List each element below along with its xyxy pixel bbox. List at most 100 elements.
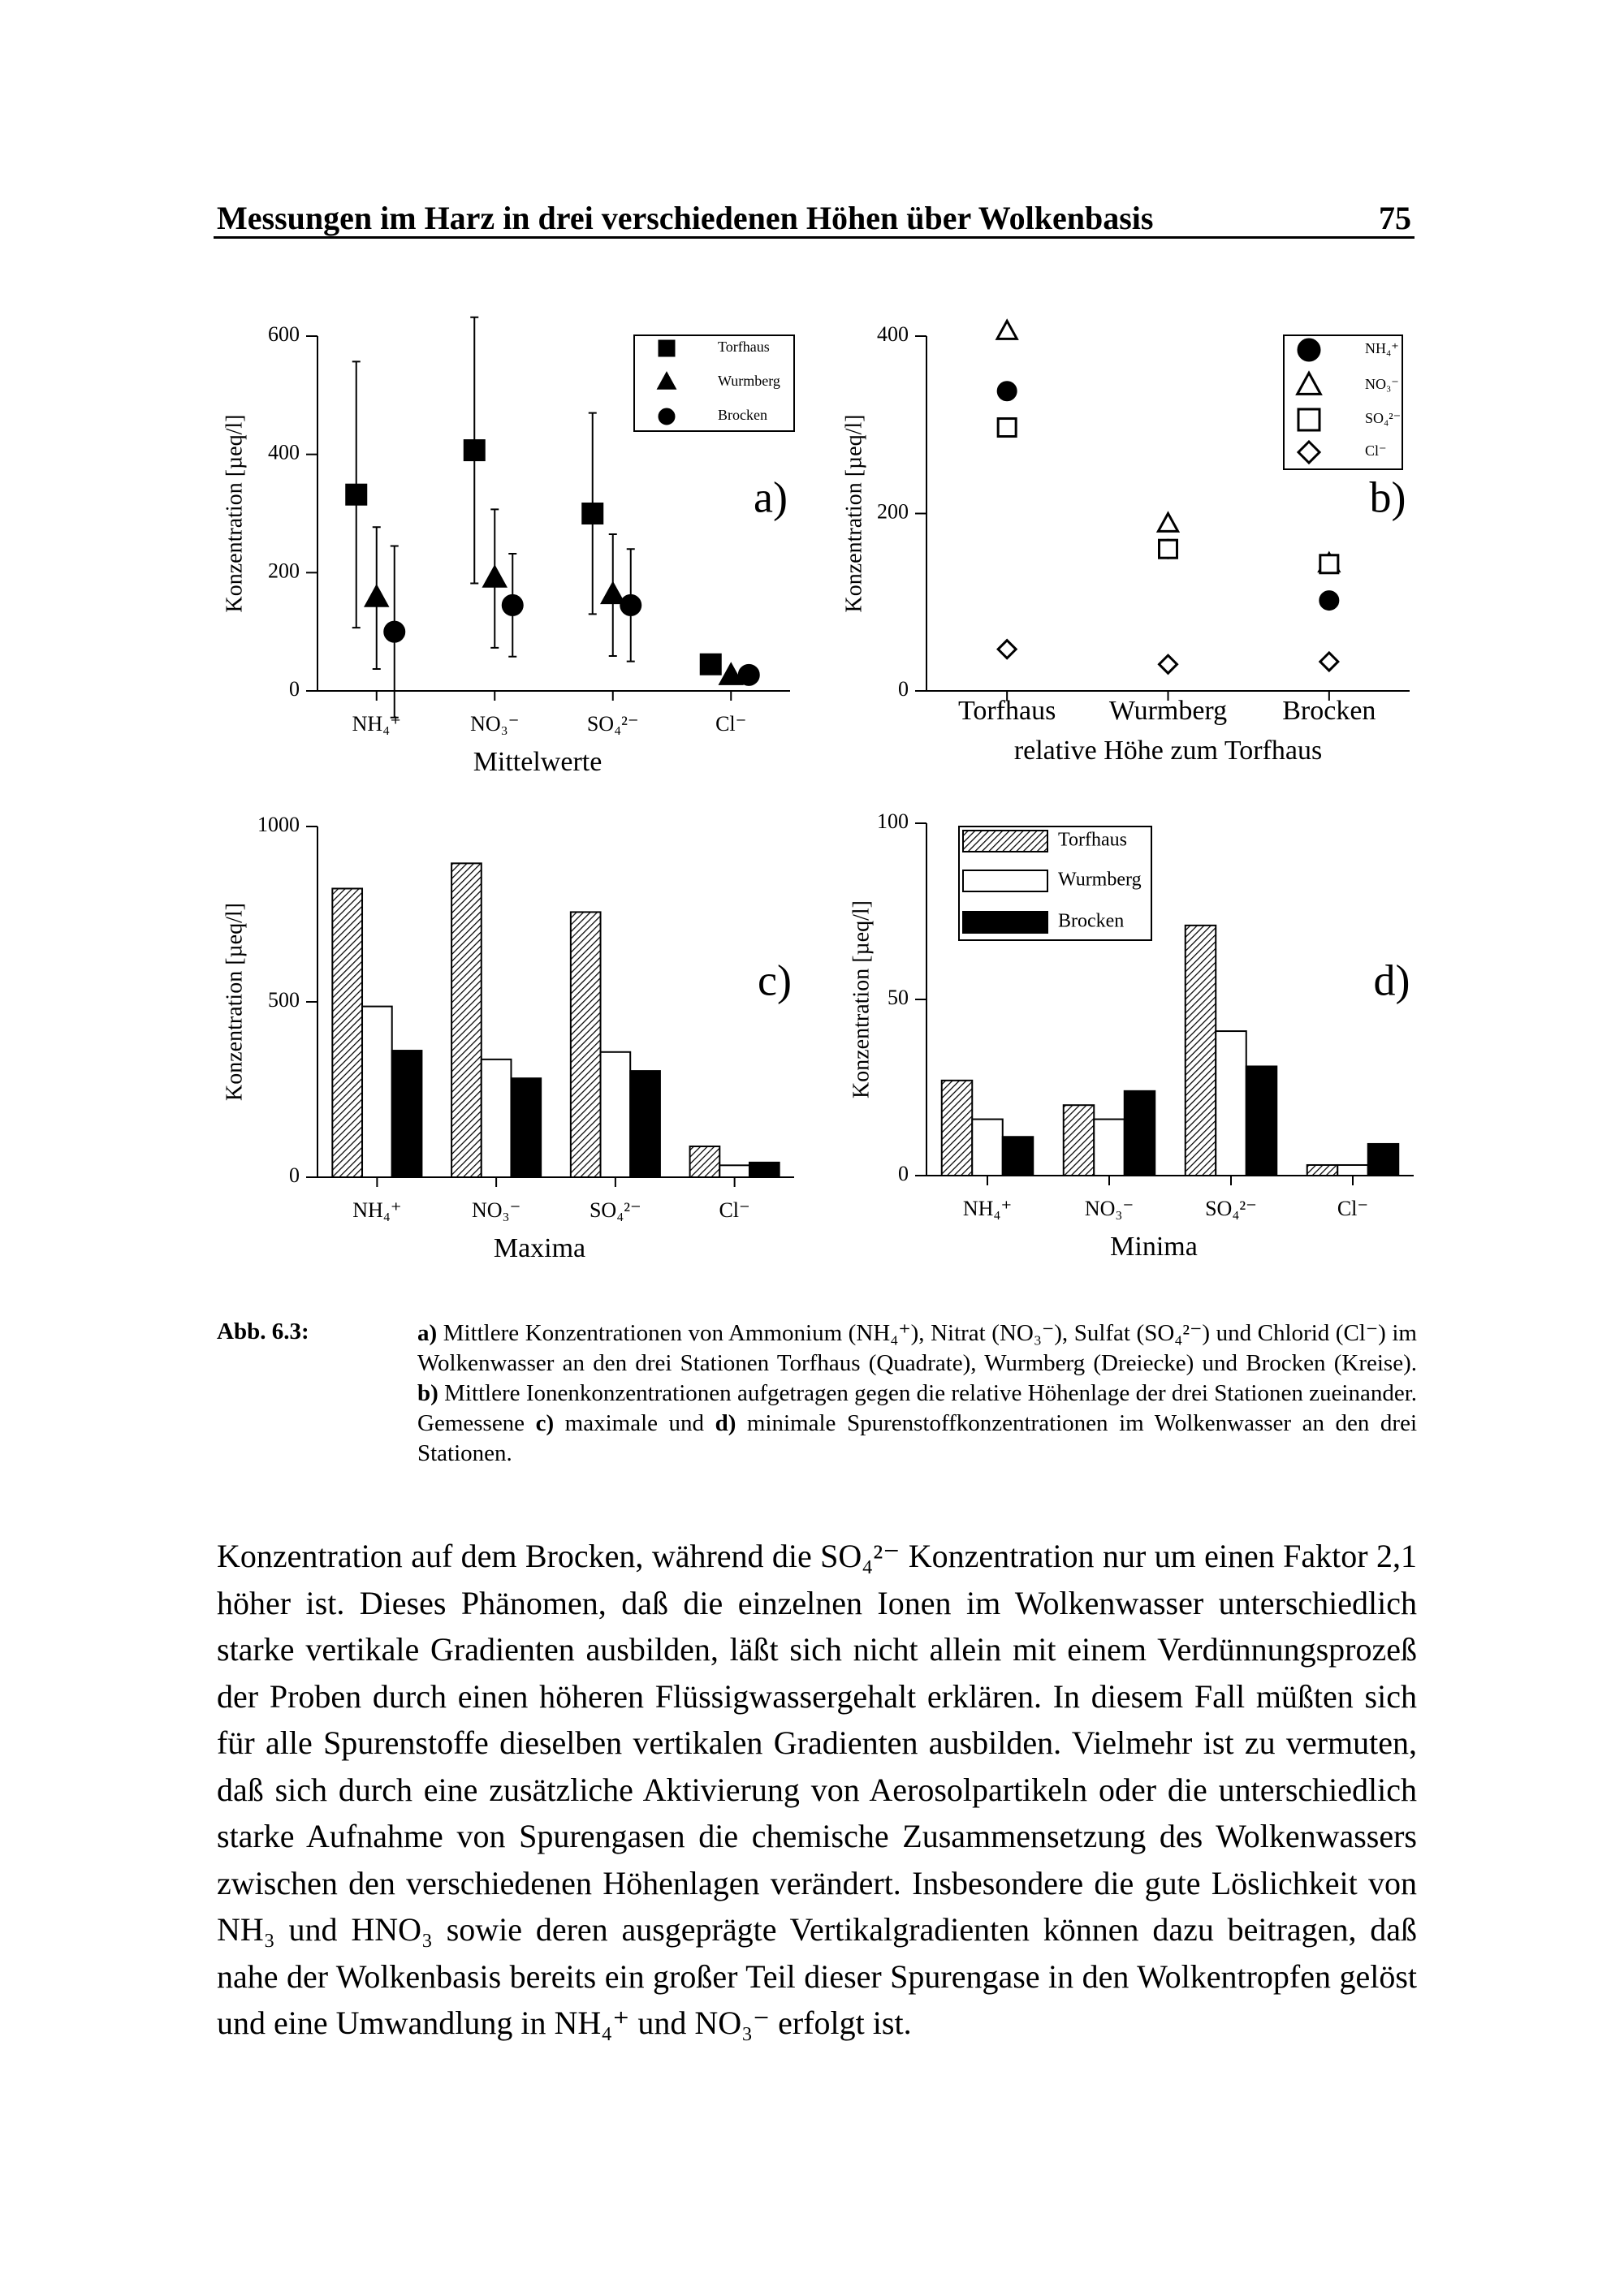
marker (1319, 590, 1340, 611)
bar (1337, 1163, 1369, 1176)
panel-label: b) (1370, 473, 1406, 521)
x-tick-label: NO₃⁻ (470, 712, 519, 736)
y-axis-label: Konzentration [µeq/l] (222, 415, 247, 613)
x-tick-label: Brocken (1282, 696, 1376, 726)
marker (1158, 538, 1178, 559)
marker (345, 483, 368, 506)
bar (510, 1077, 542, 1179)
y-tick-label: 400 (268, 441, 300, 464)
y-tick-label: 0 (289, 677, 300, 701)
x-tick-label: SO₄²⁻ (1205, 1197, 1257, 1220)
marker (364, 584, 390, 607)
bar (971, 1118, 1004, 1177)
bar (1367, 1142, 1400, 1176)
bar (1245, 1065, 1278, 1176)
y-tick-label: 1000 (257, 813, 300, 836)
bar (719, 1164, 750, 1179)
x-tick-label: SO₄²⁻ (590, 1198, 641, 1222)
marker (718, 662, 744, 685)
legend-marker (658, 339, 676, 357)
legend-label: Brocken (718, 407, 767, 423)
y-tick-label: 0 (898, 677, 909, 701)
marker (996, 417, 1017, 438)
bar (629, 1070, 661, 1178)
x-tick-label: NO₃⁻ (1085, 1197, 1134, 1220)
y-tick-label: 600 (268, 322, 300, 346)
legend-label: Brocken (1058, 911, 1124, 932)
marker (620, 593, 642, 616)
marker (501, 593, 524, 616)
panel-label: d) (1374, 956, 1410, 1004)
x-tick-label: NH₄⁺ (352, 712, 401, 736)
caption-part: minimale Spurenstoffkonzentrationen im W… (417, 1410, 1418, 1466)
legend-label: Wurmberg (1058, 870, 1142, 891)
legend-label: NH₄⁺ (1365, 340, 1399, 356)
legend-label: NO₃⁻ (1365, 376, 1399, 392)
marker (600, 580, 626, 605)
bar (569, 911, 602, 1178)
caption-part: Mittlere Konzentrationen von Ammonium (N… (417, 1320, 1417, 1376)
page-header: Messungen im Harz in drei verschiedenen … (214, 199, 1415, 239)
x-axis-label: Maxima (494, 1233, 585, 1263)
legend-label: Wurmberg (718, 373, 780, 389)
caption-part: Mittlere Ionenkonzentrationen aufgetrage… (417, 1380, 1417, 1436)
caption-part: maximale und (554, 1410, 715, 1436)
marker (737, 663, 760, 686)
bar (480, 1058, 512, 1179)
caption-part: d) (715, 1410, 736, 1436)
bar (1062, 1104, 1095, 1176)
y-axis-label: Konzentration [µeq/l] (841, 415, 866, 613)
marker (463, 439, 486, 462)
marker (996, 638, 1018, 660)
y-tick-label: 0 (289, 1163, 300, 1187)
bar (391, 1050, 423, 1178)
bar (1123, 1090, 1156, 1176)
x-tick-label: NH₄⁺ (963, 1197, 1012, 1220)
x-tick-label: Cl⁻ (715, 712, 746, 736)
legend-label: Cl⁻ (1365, 442, 1387, 459)
bar (1215, 1030, 1247, 1177)
marker (482, 564, 508, 588)
bar (689, 1145, 721, 1179)
legend-label: SO₄²⁻ (1365, 410, 1401, 426)
marker (383, 620, 406, 643)
y-axis-label: Konzentration [µeq/l] (849, 900, 874, 1098)
body-paragraph: Konzentration auf dem Brocken, während d… (217, 1538, 1417, 2041)
legend-swatch (962, 911, 1048, 934)
marker (995, 318, 1019, 340)
legend-label: Torfhaus (718, 339, 770, 355)
caption-part: c) (535, 1410, 555, 1436)
x-tick-label: Wurmberg (1109, 696, 1227, 726)
x-axis-label: relative Höhe zum Torfhaus (1014, 736, 1322, 766)
caption-part: b) (417, 1380, 438, 1406)
bar (1306, 1163, 1339, 1176)
x-tick-label: SO₄²⁻ (587, 712, 639, 736)
x-axis-label: Minima (1110, 1232, 1198, 1262)
legend-marker (1296, 439, 1322, 465)
bar (1001, 1136, 1034, 1177)
legend-swatch (962, 830, 1048, 852)
marker (1155, 511, 1181, 533)
legend-marker (658, 408, 676, 425)
legend-label: Torfhaus (1058, 830, 1127, 851)
marker (1319, 554, 1340, 575)
y-tick-label: 0 (898, 1162, 909, 1185)
header-title: Messungen im Harz in drei verschiedenen … (217, 200, 1154, 236)
y-tick-label: 500 (268, 988, 300, 1012)
x-tick-label: Cl⁻ (719, 1198, 749, 1222)
marker (1157, 654, 1179, 675)
x-tick-label: NH₄⁺ (352, 1198, 401, 1222)
y-tick-label: 400 (877, 322, 909, 346)
y-tick-label: 200 (877, 499, 909, 523)
legend-marker (1297, 408, 1321, 432)
bar (1093, 1118, 1125, 1177)
y-axis-label: Konzentration [µeq/l] (222, 903, 247, 1101)
bar (1184, 924, 1217, 1176)
marker (581, 503, 604, 524)
marker (996, 381, 1017, 402)
bar (331, 887, 364, 1178)
x-tick-label: Cl⁻ (1337, 1197, 1368, 1220)
x-tick-label: NO₃⁻ (472, 1198, 520, 1222)
marker (699, 653, 722, 675)
